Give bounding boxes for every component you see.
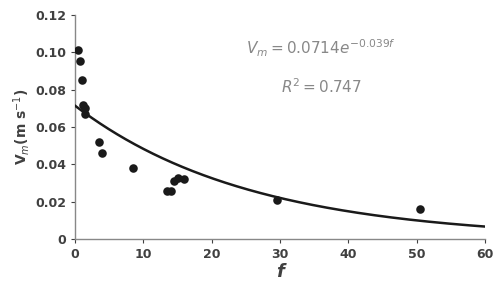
Point (78, 78, 86, 83)
Point (180, 177, 188, 182)
Point (74, 48, 82, 53)
X-axis label: f: f (276, 263, 284, 281)
Point (163, 188, 171, 193)
Text: $V_m = 0.0714e^{-0.039f}$: $V_m = 0.0714e^{-0.039f}$ (246, 38, 396, 59)
Y-axis label: V$_m$(m s$^{-1}$): V$_m$(m s$^{-1}$) (11, 89, 32, 165)
Point (81, 112, 90, 116)
Point (174, 175, 182, 180)
Text: $R^2 = 0.747$: $R^2 = 0.747$ (280, 77, 361, 96)
Point (76, 59, 84, 64)
Point (170, 179, 178, 184)
Point (95, 140, 103, 144)
Point (129, 166, 137, 171)
Point (166, 188, 174, 193)
Point (98, 151, 106, 156)
Point (416, 207, 424, 212)
Point (79, 102, 87, 107)
Point (272, 198, 280, 202)
Point (81, 106, 90, 111)
